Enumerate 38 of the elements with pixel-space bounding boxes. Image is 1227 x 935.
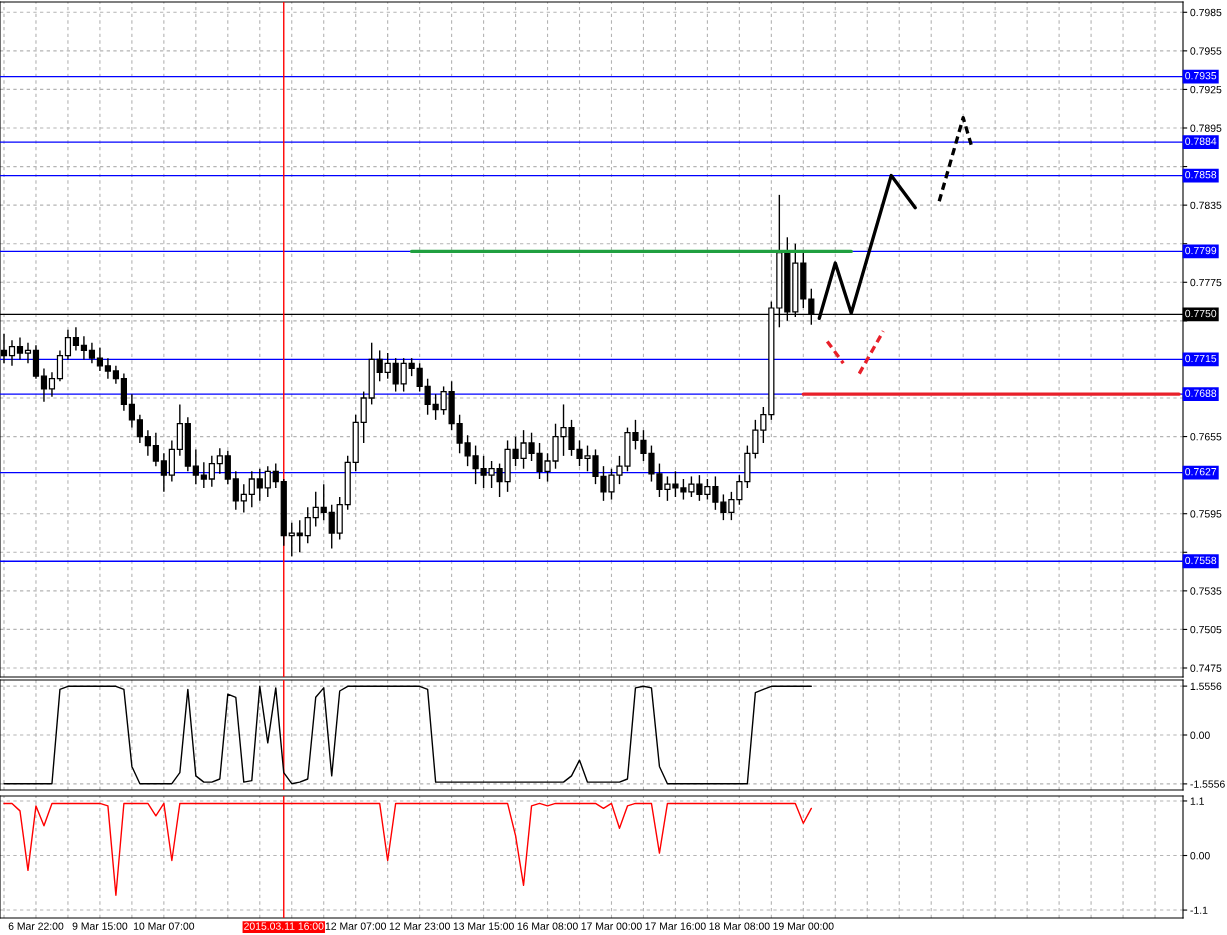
ref-line-label: 0.7935 [1185,71,1217,80]
x-tick-label: 10 Mar 07:00 [133,922,195,930]
x-tick-label: 2015.03.11 16:00 [244,922,324,930]
ref-line-label: 0.7750 [1185,309,1217,318]
ref-line-label: 0.7799 [1185,246,1217,255]
x-tick-label: 9 Mar 15:00 [72,922,128,930]
y-tick-label: 0.00 [1190,731,1210,739]
x-tick-label: 19 Mar 00:00 [773,922,834,930]
y-tick-label: 0.7775 [1190,278,1222,287]
y-tick-label: 0.7925 [1190,85,1222,94]
y-tick-label: 0.7535 [1190,587,1222,595]
x-tick-label: 13 Mar 15:00 [453,922,514,930]
x-tick-label: 17 Mar 00:00 [581,922,642,930]
y-tick-label: 0.7505 [1190,625,1222,634]
ref-line-label: 0.7715 [1185,354,1217,363]
x-tick-label: 12 Mar 07:00 [325,922,386,930]
y-tick-label: 0.7595 [1190,510,1222,518]
y-tick-label: -1.1 [1190,906,1208,914]
y-tick-label: 0.7895 [1190,124,1222,132]
x-tick-label: 18 Mar 08:00 [709,922,770,930]
y-tick-label: 1.5556 [1190,682,1222,690]
y-tick-label: 1.1 [1190,797,1204,805]
ref-line-label: 0.7558 [1185,556,1217,565]
y-tick-label: 0.7655 [1190,433,1222,441]
y-tick-label: 0.7835 [1190,201,1222,210]
x-tick-label: 6 Mar 22:00 [8,922,64,930]
ref-line-label: 0.7688 [1185,389,1217,397]
ref-line-label: 0.7884 [1185,137,1217,145]
ref-line-label: 0.7858 [1185,170,1217,179]
y-tick-label: 0.7475 [1190,664,1222,672]
x-tick-label: 16 Mar 08:00 [517,922,578,930]
y-tick-label: 0.7985 [1190,8,1222,17]
ref-line-label: 0.7627 [1185,467,1217,476]
y-tick-label: 0.00 [1190,852,1210,860]
x-tick-label: 17 Mar 16:00 [645,922,706,930]
y-tick-label: -1.5556 [1190,780,1225,788]
y-tick-label: 0.7955 [1190,47,1222,55]
x-tick-label: 12 Mar 23:00 [389,922,450,930]
